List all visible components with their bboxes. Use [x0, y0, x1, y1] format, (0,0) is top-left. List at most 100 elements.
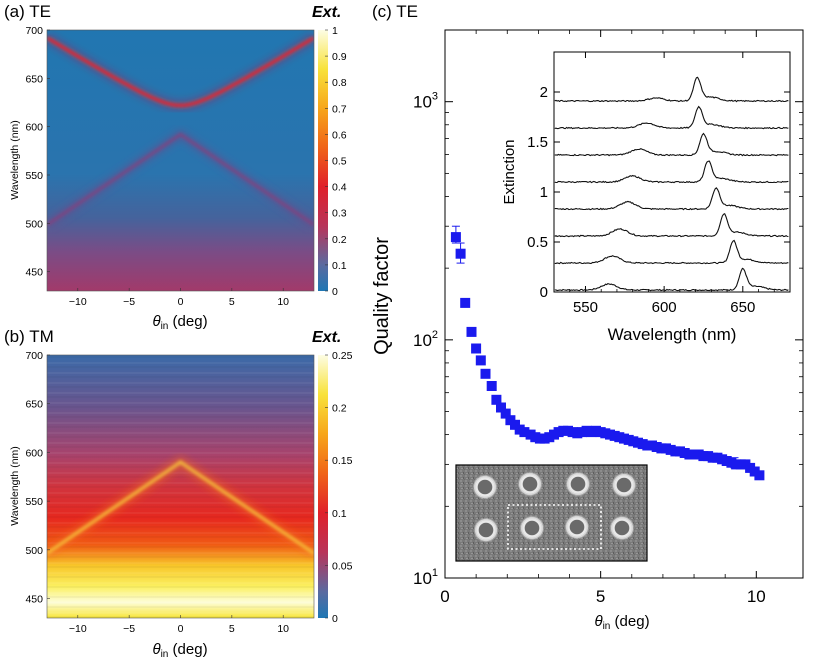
colorbar-tick-label: 0.4 [332, 182, 347, 194]
data-point [471, 343, 482, 354]
inset-spectrum [554, 160, 789, 184]
panel-c-frame [444, 29, 804, 579]
inset-y-tick-label: 0 [540, 284, 548, 301]
inset-spectrum [554, 267, 789, 292]
x-tick-label: −10 [69, 623, 87, 635]
colorbar-tick-label: 0.2 [332, 403, 347, 415]
panel-b-colorbar-ticks: 0 0.05 0.1 0.15 0.2 0.25 [325, 350, 353, 625]
data-point [519, 427, 530, 438]
y-tick-label: 550 [25, 496, 43, 508]
sem-particles [472, 471, 637, 543]
x-tick-label: 0 [178, 296, 184, 308]
sem-particle [567, 517, 587, 537]
colorbar-tick-label: 0.15 [332, 455, 353, 467]
panel-b-noise-stripes [47, 355, 314, 618]
colorbar-tick-label: 0.6 [332, 129, 347, 141]
x-tick-label: 5 [596, 587, 605, 606]
lower-band [47, 132, 314, 227]
panel-a-axes: −10 −5 0 5 10 450 500 550 600 650 700 [25, 25, 289, 308]
data-point [486, 381, 497, 391]
panel-b-colorbar [318, 355, 328, 618]
x-tick-label: 0 [440, 587, 449, 606]
y-tick-label: 700 [25, 25, 43, 37]
y-tick-label: 650 [25, 399, 43, 411]
y-tick-label: 700 [25, 350, 43, 362]
colorbar-tick-label: 0 [332, 613, 338, 625]
colorbar-tick-label: 0.3 [332, 208, 347, 220]
sem-particle [522, 518, 542, 538]
y-tick-label: 500 [25, 545, 43, 557]
colorbar-tick-label: 0.1 [332, 508, 347, 520]
colorbar-tick-label: 0.9 [332, 51, 347, 63]
x-tick-label: 10 [277, 296, 289, 308]
inset-spectrum [554, 105, 789, 130]
panel-a-bands [47, 33, 314, 229]
y-tick-label: 450 [25, 267, 43, 279]
data-point [754, 470, 765, 481]
sem-unit-cell-box [507, 504, 602, 550]
colorbar-tick-label: 0.5 [332, 156, 347, 168]
y-tick-label: 500 [25, 218, 43, 230]
panel-a-label: (a) TE [4, 2, 51, 21]
x-tick-label: −10 [69, 296, 87, 308]
x-tick-label: 5 [229, 623, 235, 635]
x-tick-label: −5 [123, 623, 135, 635]
y-tick-label: 101 [413, 567, 438, 588]
x-tick-label: −5 [123, 296, 135, 308]
panel-b-xlabel: θin (deg) [152, 641, 207, 660]
colorbar-tick-label: 0.05 [332, 560, 353, 572]
panel-c-label: (c) TE [372, 2, 418, 21]
sem-particle [475, 477, 495, 497]
data-point [450, 232, 461, 243]
sem-particle [612, 518, 632, 538]
panel-c-xlabel: θin (deg) [594, 613, 649, 632]
data-point [491, 394, 502, 405]
panel-a-xlabel: θin (deg) [152, 313, 207, 332]
inset-spectrum [554, 187, 789, 211]
panel-a-colorbar [318, 30, 328, 291]
x-tick-label: 5 [229, 296, 235, 308]
colorbar-tick-label: 0.7 [332, 103, 347, 115]
x-tick-label: 10 [747, 587, 766, 606]
inset-y-tick-label: 2 [540, 84, 548, 101]
colorbar-tick-label: 0.1 [332, 260, 347, 272]
panel-c-markers [450, 225, 765, 481]
y-tick-label: 450 [25, 594, 43, 606]
panel-b-colorbar-title: Ext. [312, 329, 341, 346]
panel-b-axes: −10 −5 0 5 10 450 500 550 600 650 700 [25, 350, 289, 635]
y-tick-label: 102 [413, 329, 438, 350]
panel-c-ylabel: Quality factor [371, 237, 393, 355]
inset-spectrum [554, 239, 789, 265]
panel-b: (b) TM −10 −5 0 5 10 450 500 550 600 650 700 Wavel… [4, 327, 353, 660]
panel-a-heatmap-background [47, 30, 314, 291]
y-tick-label: 103 [413, 91, 438, 112]
sem-image [455, 464, 648, 562]
inset-frame [553, 51, 791, 293]
inset-plot: 550 600 650 0 0.5 1 1.5 2 [527, 52, 790, 316]
inset-spectrum [554, 132, 789, 157]
panel-a-colorbar-title: Ext. [312, 4, 341, 21]
inset-spectrum [554, 76, 789, 103]
panel-b-bands [47, 456, 314, 558]
inset-ylabel: Extinction [501, 139, 518, 204]
data-point [496, 402, 506, 413]
data-point [460, 297, 471, 308]
x-tick-label: 0 [178, 623, 184, 635]
data-point [500, 408, 511, 419]
inset-y-tick-label: 1 [540, 184, 548, 201]
upper-band [47, 36, 314, 108]
panel-b-label: (b) TM [4, 327, 54, 346]
data-point [480, 368, 491, 379]
sem-particle [476, 520, 496, 540]
colorbar-tick-label: 1 [332, 25, 338, 37]
y-tick-label: 650 [25, 73, 43, 85]
panel-b-ylabel: Wavelength (nm) [9, 446, 21, 526]
panel-a-colorbar-ticks: 0 0.1 0.2 0.3 0.4 0.5 0.6 0.7 0.8 0.9 1 [325, 25, 347, 298]
sem-particle [568, 474, 588, 494]
inset-x-tick-label: 550 [573, 299, 598, 316]
data-point [475, 355, 486, 366]
inset-y-tick-label: 0.5 [527, 234, 548, 251]
